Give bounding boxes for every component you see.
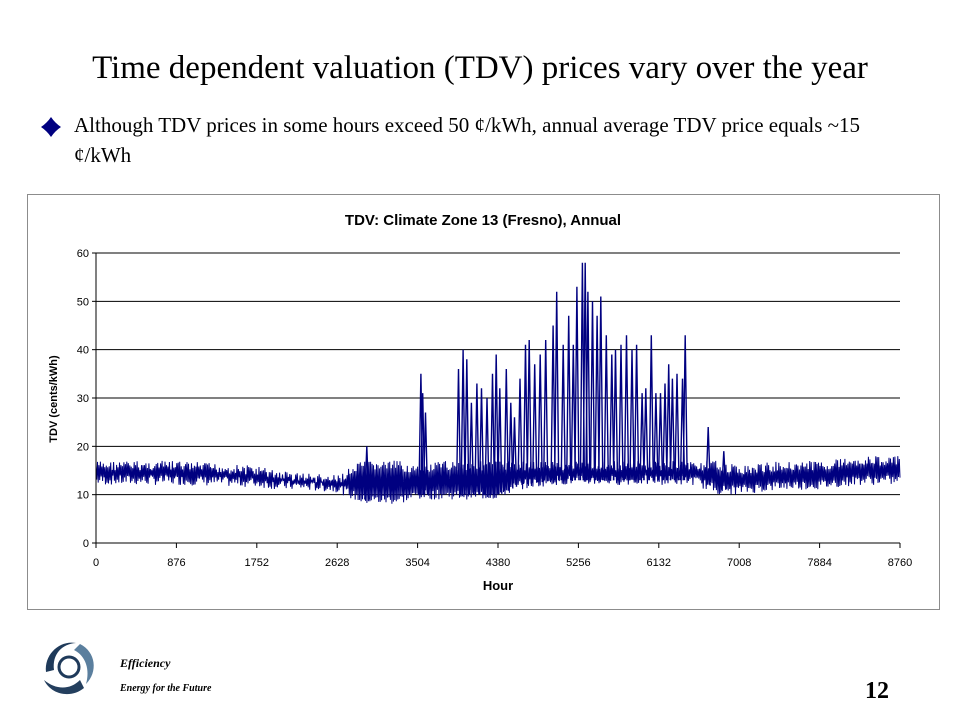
- series-spike: [566, 315, 572, 481]
- x-axis-label: Hour: [483, 578, 513, 593]
- x-tick-label: 2628: [325, 557, 349, 569]
- series-spike: [603, 335, 609, 481]
- series-spike: [468, 402, 475, 495]
- series-spike: [648, 335, 654, 481]
- series-spike: [503, 368, 509, 491]
- series-spike: [455, 368, 462, 495]
- series-spike: [532, 364, 538, 483]
- series-spike: [489, 373, 496, 495]
- x-tick-label: 6132: [647, 557, 671, 569]
- series-spike: [589, 301, 596, 481]
- series-spike: [598, 296, 604, 481]
- x-tick-label: 7884: [807, 557, 831, 569]
- series-spike: [560, 344, 566, 481]
- y-tick-label: 0: [83, 538, 89, 550]
- series-spike: [484, 397, 490, 495]
- y-tick-label: 10: [77, 490, 89, 502]
- x-tick-label: 876: [167, 557, 185, 569]
- series-spike: [511, 417, 518, 487]
- series-spike: [478, 388, 485, 495]
- series-spike: [570, 344, 576, 481]
- series-spike: [585, 291, 591, 481]
- series-spike: [639, 393, 645, 481]
- series-spike: [550, 325, 556, 481]
- y-tick-label: 50: [77, 296, 89, 308]
- series-spike: [643, 388, 649, 481]
- bullet-text: Although TDV prices in some hours exceed…: [74, 113, 861, 167]
- y-axis-label: TDV (cents/kWh): [48, 355, 60, 443]
- series-spike: [364, 446, 370, 500]
- x-tick-label: 7008: [727, 557, 751, 569]
- y-tick-label: 60: [77, 248, 89, 260]
- series-spike: [633, 344, 640, 481]
- y-tick-label: 30: [77, 393, 89, 405]
- series-spike: [474, 383, 480, 495]
- series-spike: [464, 359, 470, 495]
- series-spike: [612, 349, 619, 481]
- series-spike: [508, 402, 514, 489]
- series-spike: [623, 335, 630, 481]
- diamond-bullet-icon: [41, 117, 61, 137]
- series-spike: [522, 344, 529, 485]
- x-tick-label: 1752: [245, 557, 269, 569]
- page-number: 12: [865, 678, 889, 704]
- series-spike: [554, 291, 560, 481]
- y-tick-label: 20: [77, 441, 89, 453]
- series-spike: [657, 393, 664, 481]
- x-tick-label: 5256: [566, 557, 590, 569]
- series-spike: [669, 378, 676, 481]
- series-spike: [629, 349, 635, 481]
- x-tick-label: 0: [93, 557, 99, 569]
- series-spike: [543, 339, 549, 482]
- tdv-line-chart: TDV: Climate Zone 13 (Fresno), Annual 0 1…: [48, 212, 912, 593]
- series-spike: [517, 378, 523, 485]
- series-spike: [574, 286, 580, 481]
- series-spike: [618, 344, 624, 481]
- series-spike: [537, 354, 543, 483]
- series-spike: [609, 354, 615, 481]
- series-spike: [497, 388, 503, 494]
- series-spike: [422, 412, 429, 495]
- series-spike: [526, 339, 532, 484]
- series-spike: [594, 315, 600, 481]
- company-logo: [38, 636, 100, 698]
- series-spike: [705, 426, 711, 486]
- y-tick-label: 40: [77, 345, 89, 357]
- series-spike: [418, 373, 424, 495]
- series-spike: [682, 335, 688, 481]
- series-spike: [460, 349, 466, 495]
- x-tick-label: 3504: [405, 557, 429, 569]
- chart-title: TDV: Climate Zone 13 (Fresno), Annual: [345, 212, 621, 229]
- x-tick-label: 4380: [486, 557, 510, 569]
- chart-container: TDV: Climate Zone 13 (Fresno), Annual 0 1…: [27, 194, 940, 610]
- series-spike: [721, 451, 727, 490]
- slide-title: Time dependent valuation (TDV) prices va…: [92, 50, 868, 86]
- series-spike: [666, 364, 672, 481]
- series-spike: [674, 373, 680, 481]
- x-tick-label: 8760: [888, 557, 912, 569]
- series-spike: [662, 383, 668, 481]
- series-spike: [493, 354, 499, 495]
- footer-tagline: Energy for the Future: [120, 683, 212, 694]
- footer-efficiency: Efficiency: [120, 656, 171, 670]
- series-spike: [653, 393, 659, 481]
